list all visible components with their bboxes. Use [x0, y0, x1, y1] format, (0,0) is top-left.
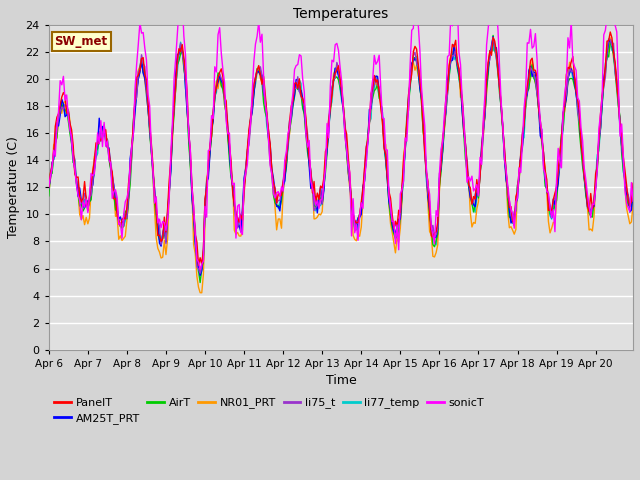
- Title: Temperatures: Temperatures: [293, 7, 388, 21]
- Y-axis label: Temperature (C): Temperature (C): [7, 136, 20, 238]
- Legend: PanelT, AM25T_PRT, AirT, NR01_PRT, li75_t, li77_temp, sonicT: PanelT, AM25T_PRT, AirT, NR01_PRT, li75_…: [54, 397, 484, 424]
- Text: SW_met: SW_met: [54, 35, 108, 48]
- X-axis label: Time: Time: [326, 374, 356, 387]
